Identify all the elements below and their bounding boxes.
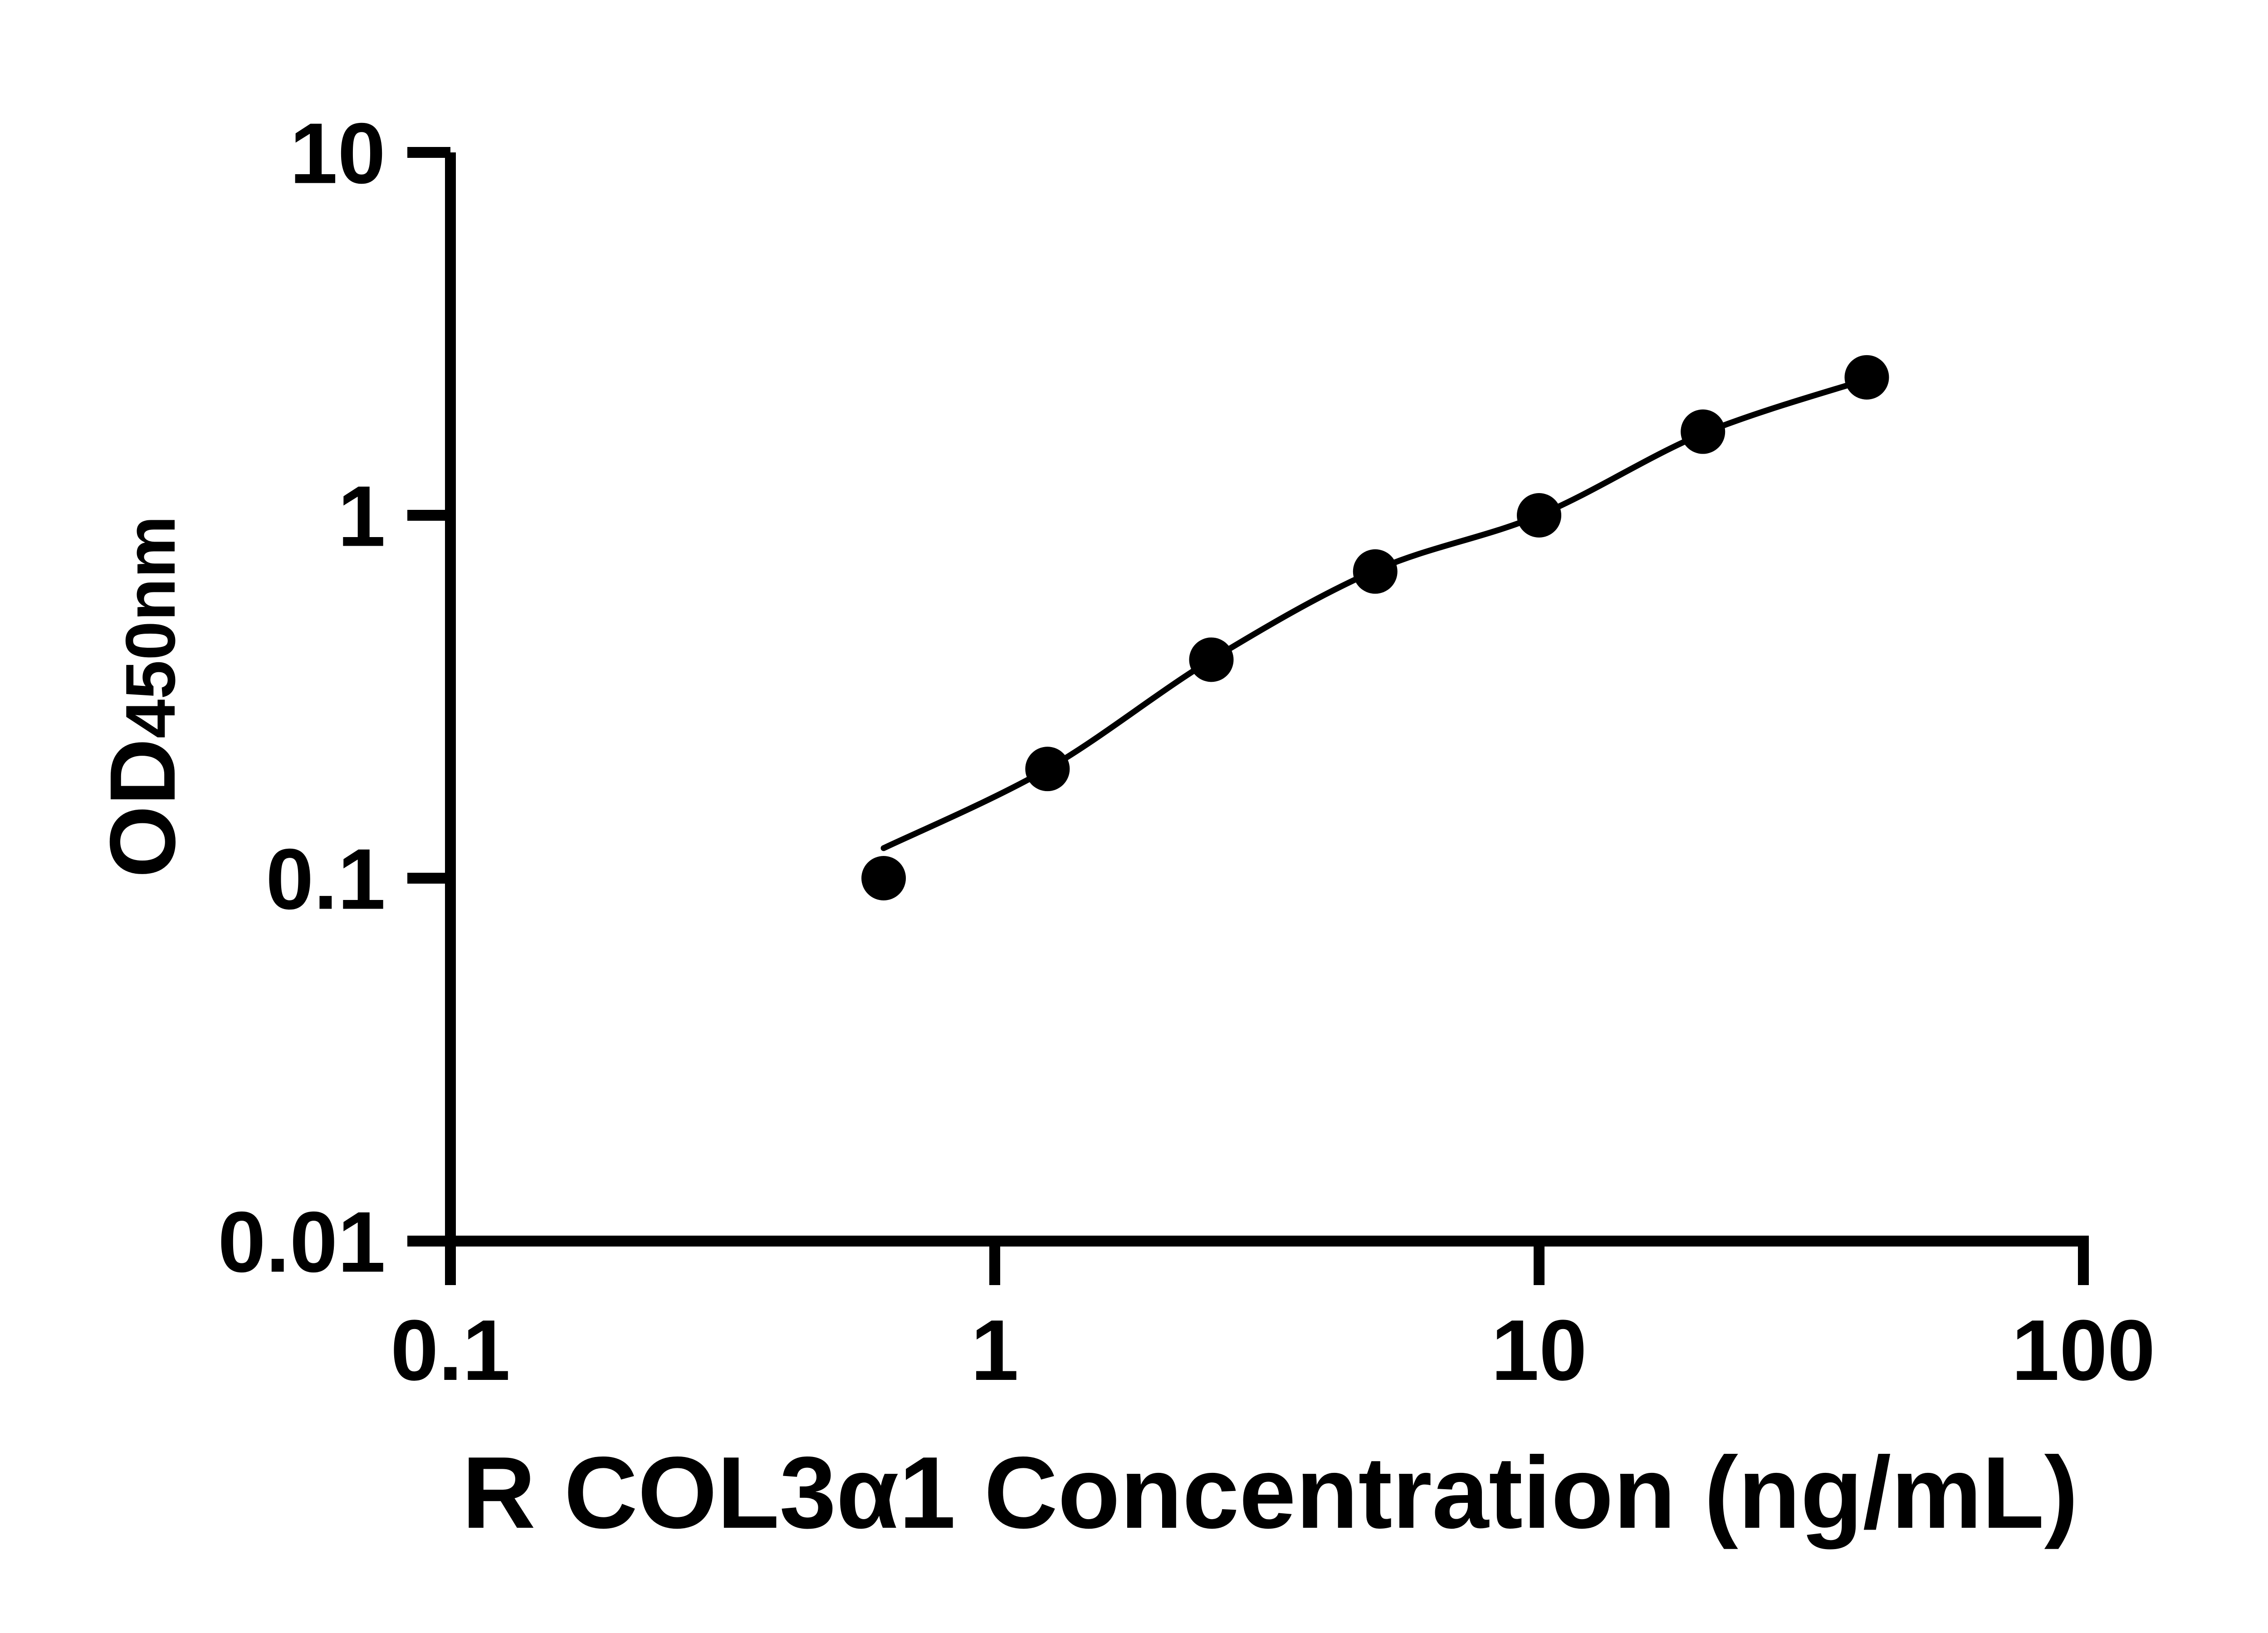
x-tick-label: 10 [1491,1302,1587,1398]
data-points-group [861,355,1889,900]
y-tick-label: 1 [337,468,386,564]
y-tick-label: 10 [290,105,386,201]
data-point [1025,747,1070,792]
y-tick-label: 0.1 [266,831,386,927]
x-axis-title: R COL3α1 Concentration (ng/mL) [462,1435,2078,1550]
axes [407,147,2089,1285]
y-tick-label: 0.01 [218,1194,386,1290]
x-tick-label: 100 [2011,1302,2155,1398]
y-axis-title: OD450nm [91,516,195,878]
x-tick-label: 1 [971,1302,1019,1398]
data-point [861,856,906,900]
data-point [1681,409,1725,454]
data-point [1189,637,1234,682]
y-axis-title-main: OD [91,738,195,878]
data-point [1353,549,1398,594]
data-point [1844,355,1889,400]
data-point [1517,493,1561,538]
x-tick-label: 0.1 [391,1302,510,1398]
y-axis-title-subscript: 450nm [111,516,190,738]
